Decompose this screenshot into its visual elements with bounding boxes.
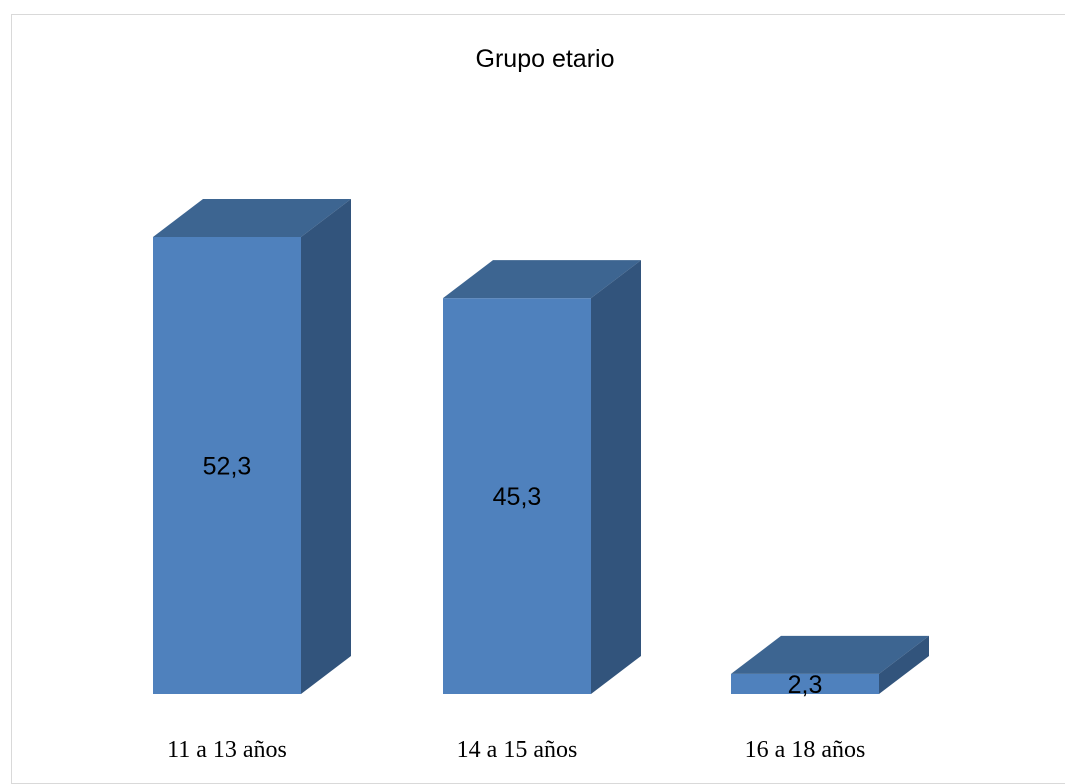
bar-front-face xyxy=(443,298,591,694)
data-label: 2,3 xyxy=(788,671,823,699)
bar-1 xyxy=(153,199,351,694)
bar-top-face xyxy=(731,635,929,674)
bar-side-face xyxy=(879,635,929,694)
bar-side-face xyxy=(591,260,641,694)
bar-top-face xyxy=(443,260,641,299)
bar-side-face xyxy=(301,199,351,694)
category-label: 14 a 15 años xyxy=(457,737,578,763)
data-label: 45,3 xyxy=(493,483,542,511)
chart-title: Grupo etario xyxy=(476,45,615,73)
category-label: 16 a 18 años xyxy=(745,737,866,763)
bars-group xyxy=(153,199,929,694)
bar-front-face xyxy=(731,673,879,694)
bar-3 xyxy=(731,635,929,694)
bar-top-face xyxy=(153,199,351,237)
data-label: 52,3 xyxy=(203,453,252,481)
category-labels-group: 11 a 13 años 14 a 15 años 16 a 18 años xyxy=(167,737,865,763)
value-labels-group: 52,3 45,3 2,3 xyxy=(203,453,823,699)
category-label: 11 a 13 años xyxy=(167,737,287,763)
bar-2 xyxy=(443,260,641,694)
bar-front-face xyxy=(153,237,301,694)
